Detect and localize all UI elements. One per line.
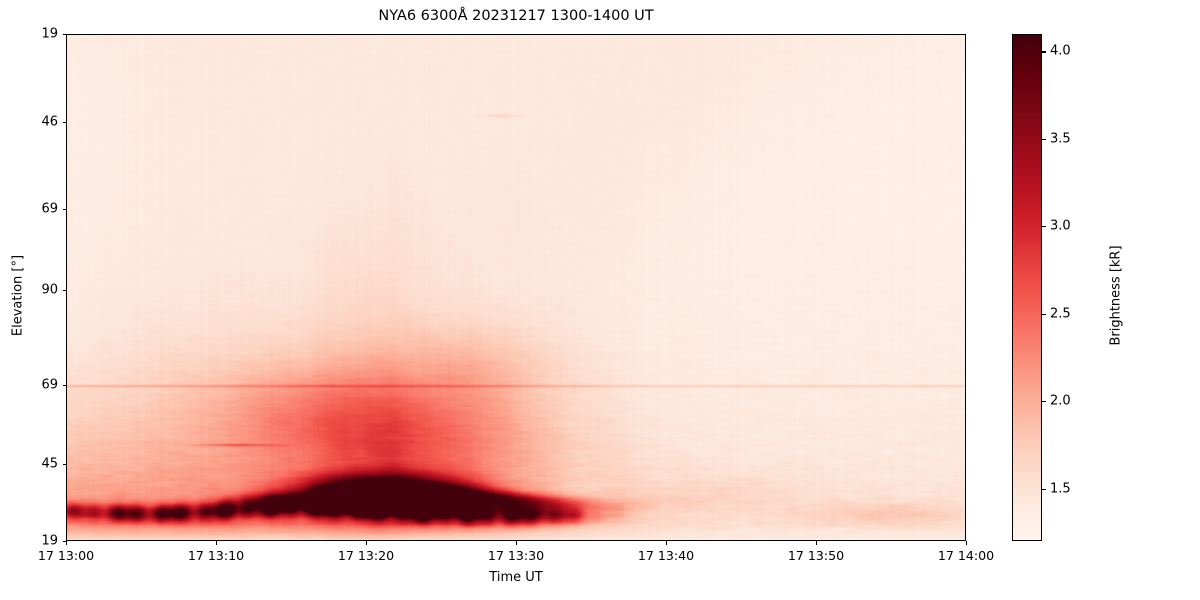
x-axis-tick-mark xyxy=(966,541,968,545)
colorbar-tick-label: 2.0 xyxy=(1050,393,1071,409)
x-axis-tick-label: 17 13:30 xyxy=(487,548,545,563)
colorbar-tick-mark xyxy=(1042,488,1046,490)
colorbar-tick-mark xyxy=(1042,313,1046,315)
x-axis-tick-label: 17 13:20 xyxy=(337,548,395,563)
colorbar-tick-mark xyxy=(1042,51,1046,53)
x-axis-tick-mark xyxy=(516,541,518,545)
y-axis-tick-label: 19 xyxy=(41,533,58,549)
colorbar-tick-label: 4.0 xyxy=(1050,43,1071,59)
x-axis-tick-mark xyxy=(666,541,668,545)
y-axis-tick-label: 69 xyxy=(41,201,58,217)
colorbar-tick-mark xyxy=(1042,138,1046,140)
x-axis-label: Time UT xyxy=(489,570,543,585)
y-axis-tick-mark xyxy=(62,541,66,543)
x-axis-tick-label: 17 14:00 xyxy=(937,548,995,563)
colorbar-tick-label: 2.5 xyxy=(1050,306,1071,322)
colorbar-tick-label: 1.5 xyxy=(1050,481,1071,497)
x-axis-tick-label: 17 13:50 xyxy=(787,548,845,563)
x-axis-tick-label: 17 13:00 xyxy=(37,548,95,563)
keogram-heatmap xyxy=(67,35,965,540)
y-axis-tick-label: 69 xyxy=(41,377,58,393)
x-axis-tick-mark xyxy=(66,541,68,545)
colorbar-tick-label: 3.5 xyxy=(1050,131,1071,147)
colorbar-gradient xyxy=(1013,35,1041,540)
colorbar-label: Brightness [kR] xyxy=(1108,245,1124,346)
keogram-plot-area[interactable] xyxy=(66,34,966,541)
y-axis-label: Elevation [°] xyxy=(10,254,26,337)
colorbar-tick-mark xyxy=(1042,226,1046,228)
colorbar-tick-label: 3.0 xyxy=(1050,218,1071,234)
x-axis-tick-mark xyxy=(816,541,818,545)
x-axis-tick-mark xyxy=(366,541,368,545)
colorbar-tick-mark xyxy=(1042,401,1046,403)
x-axis-tick-label: 17 13:40 xyxy=(637,548,695,563)
x-axis-tick-mark xyxy=(216,541,218,545)
y-axis-tick-label: 46 xyxy=(41,114,58,130)
x-axis-tick-label: 17 13:10 xyxy=(187,548,245,563)
y-axis-tick-label: 45 xyxy=(41,456,58,472)
y-axis-tick-label: 19 xyxy=(41,26,58,42)
page-title: NYA6 6300Å 20231217 1300-1400 UT xyxy=(378,8,654,24)
colorbar[interactable] xyxy=(1012,34,1042,541)
